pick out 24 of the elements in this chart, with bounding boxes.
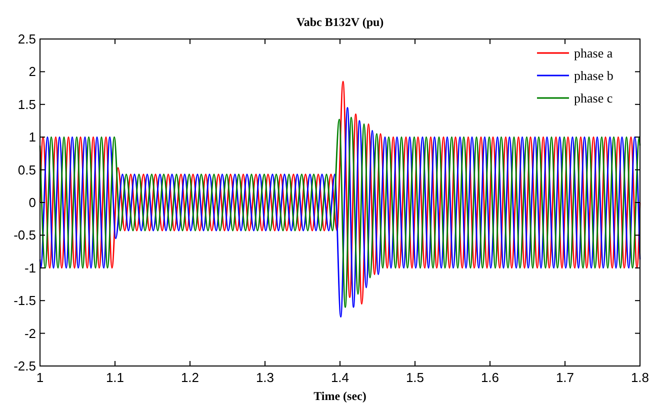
y-tick-label: 1 <box>28 130 36 145</box>
y-tick-label: 1.5 <box>18 96 36 112</box>
y-tick-label: 2 <box>28 64 36 80</box>
y-tick-label: 0 <box>28 195 36 210</box>
chart-title: Vabc B132V (pu) <box>296 15 384 29</box>
legend-label: phase c <box>574 90 613 106</box>
y-tick-label: 2.5 <box>18 32 36 46</box>
y-tick-label: 0.5 <box>18 162 36 178</box>
y-tick-label: -1 <box>24 260 36 276</box>
x-tick-label: 1.5 <box>406 370 424 385</box>
y-tick-label: -1.5 <box>14 293 36 308</box>
legend-label: phase b <box>574 68 614 83</box>
x-tick-label: 1.4 <box>330 370 350 385</box>
x-tick-label: 1.2 <box>180 370 200 385</box>
x-tick-label: 1.7 <box>556 370 574 385</box>
legend-label: phase a <box>574 46 613 60</box>
x-tick-label: 1.6 <box>480 370 500 385</box>
x-tick-label: 1.1 <box>106 370 124 385</box>
x-axis-title: Time (sec) <box>314 389 366 403</box>
y-tick-label: -2 <box>24 326 36 341</box>
y-tick-label: -0.5 <box>14 228 36 243</box>
x-tick-label: 1.8 <box>630 370 650 385</box>
y-tick-label: -2.5 <box>14 358 36 374</box>
x-tick-label: 1.3 <box>256 370 274 385</box>
